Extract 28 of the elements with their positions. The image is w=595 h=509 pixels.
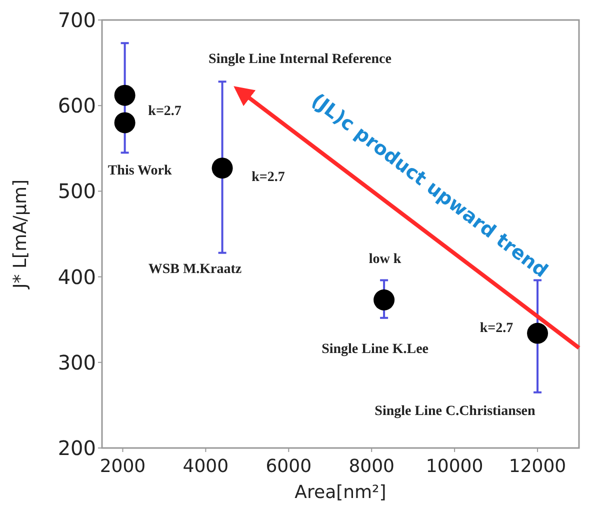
x-tick-label: 10000 — [426, 456, 484, 477]
x-tick-label: 12000 — [508, 456, 566, 477]
point — [114, 112, 136, 134]
annotation: k=2.7 — [252, 170, 285, 185]
point — [114, 84, 136, 106]
annotation: low k — [368, 252, 402, 267]
point — [374, 289, 395, 310]
annotation: WSB M.Kraatz — [148, 262, 242, 277]
y-tick-label: 200 — [58, 436, 96, 460]
y-tick-label: 600 — [58, 94, 96, 118]
point — [527, 322, 548, 344]
y-tick-label: 500 — [58, 179, 96, 204]
x-tick-label: 4000 — [182, 456, 229, 477]
annotation: Single Line C.Christiansen — [374, 404, 536, 419]
x-tick-label: 6000 — [266, 456, 312, 477]
y-tick-label: 400 — [58, 264, 96, 289]
y-tick-label: 700 — [58, 8, 96, 32]
x-tick-label: 8000 — [348, 456, 395, 477]
y-axis-title: J* L[mA/μm] — [10, 179, 31, 290]
annotation: k=2.7 — [480, 321, 514, 336]
annotation: Single Line Internal Reference — [208, 52, 392, 67]
y-tick-label: 300 — [58, 350, 96, 374]
annotation: This Work — [108, 164, 172, 179]
x-axis-title: Area[nm²] — [294, 482, 386, 503]
annotation: k=2.7 — [148, 104, 182, 120]
point — [212, 158, 233, 179]
annotation: Single Line K.Lee — [322, 342, 429, 357]
x-tick-label: 2000 — [100, 456, 146, 477]
